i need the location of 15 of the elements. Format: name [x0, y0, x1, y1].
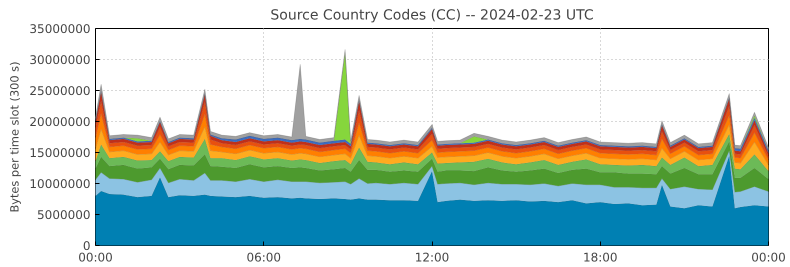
y-axis-title: Bytes per time slot (300 s)	[7, 61, 22, 212]
chart-title: Source Country Codes (CC) -- 2024-02-23 UTC	[270, 8, 594, 24]
x-tick-label: 00:00	[751, 250, 786, 264]
y-tick-label: 35000000	[29, 22, 90, 36]
x-tick-label: 00:00	[78, 250, 113, 264]
y-tick-label: 5000000	[37, 208, 91, 222]
y-tick-label: 20000000	[29, 115, 90, 129]
x-tick-label: 12:00	[414, 250, 450, 264]
y-tick-label: 25000000	[29, 84, 90, 98]
y-tick-label: 10000000	[29, 177, 90, 191]
y-tick-label: 15000000	[29, 146, 90, 160]
x-tick-label: 06:00	[246, 250, 282, 264]
y-tick-label: 30000000	[29, 53, 90, 67]
x-tick-label: 18:00	[582, 250, 618, 264]
y-tick-label: 0	[82, 239, 91, 253]
